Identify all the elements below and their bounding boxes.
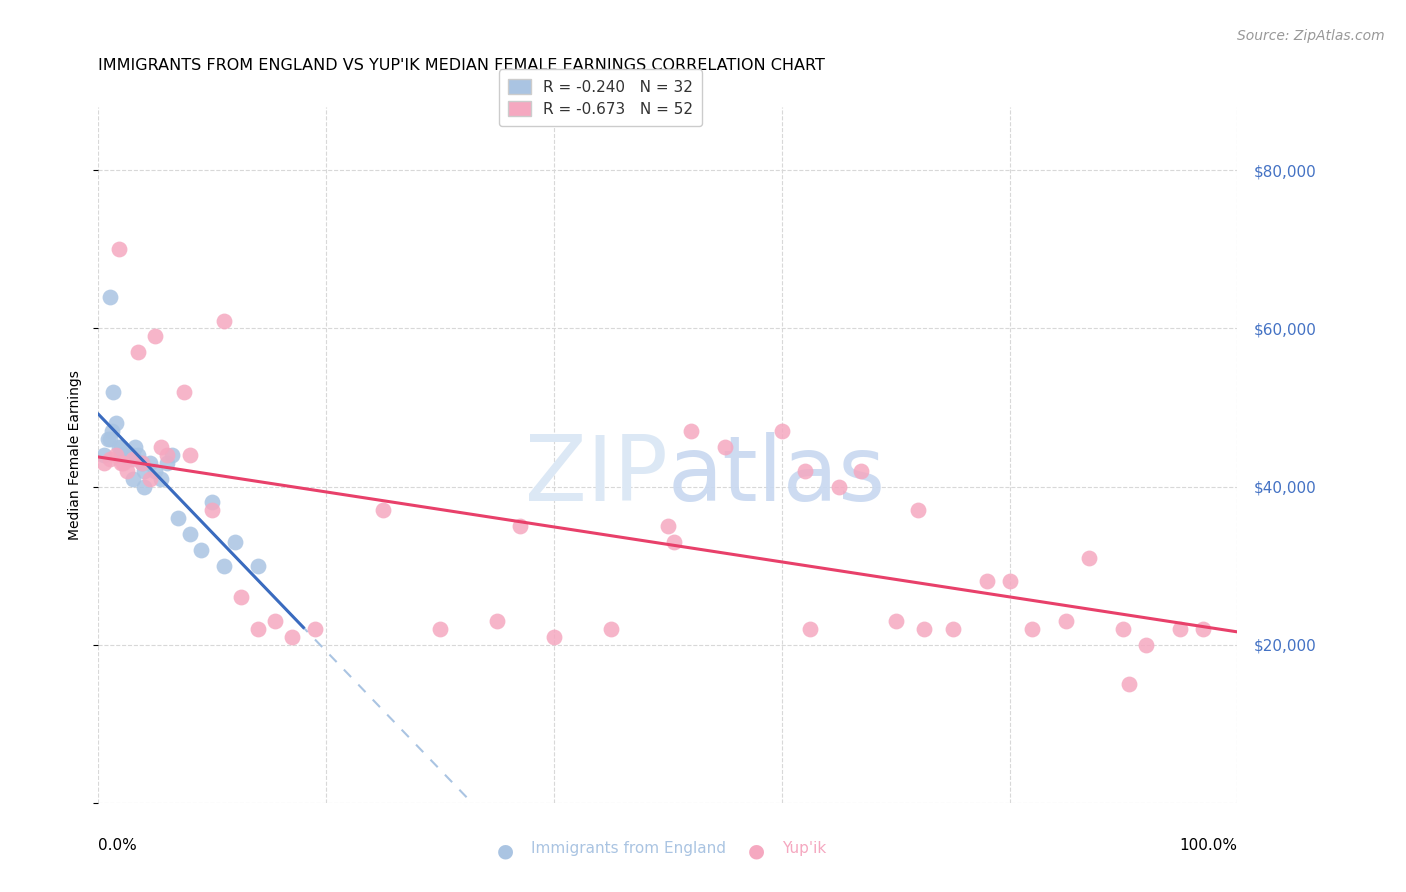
Text: atlas: atlas [668, 432, 886, 520]
Point [1118, 677, 1140, 691]
Point [101, 424, 124, 438]
Point [246, 622, 269, 636]
Point [104, 417, 127, 431]
Point [679, 424, 702, 438]
Point [229, 591, 252, 605]
Point [1078, 550, 1101, 565]
Point [543, 630, 565, 644]
Text: IMMIGRANTS FROM ENGLAND VS YUP'IK MEDIAN FEMALE EARNINGS CORRELATION CHART: IMMIGRANTS FROM ENGLAND VS YUP'IK MEDIAN… [98, 58, 825, 73]
Point [179, 527, 201, 541]
Point [121, 472, 143, 486]
Point [145, 464, 167, 478]
Point [115, 464, 138, 478]
Point [121, 448, 143, 462]
Point [662, 534, 685, 549]
Point [98, 451, 121, 466]
Point [600, 622, 623, 636]
Point [162, 448, 184, 462]
Point [138, 456, 160, 470]
Text: Immigrants from England: Immigrants from England [531, 841, 725, 856]
Point [98, 432, 121, 446]
Point [108, 243, 131, 257]
Point [1192, 622, 1215, 636]
Point [110, 456, 132, 470]
Point [127, 345, 149, 359]
Point [132, 479, 155, 493]
Point [371, 503, 394, 517]
Point [190, 542, 212, 557]
Point [124, 440, 146, 454]
Point [212, 313, 235, 327]
Point [224, 534, 246, 549]
Point [138, 472, 160, 486]
Point [942, 622, 965, 636]
Point [851, 464, 873, 478]
Point [770, 424, 793, 438]
Point [93, 456, 115, 470]
Point [429, 622, 451, 636]
Point [96, 432, 118, 446]
Point [281, 630, 304, 644]
Point [976, 574, 998, 589]
Point [112, 456, 135, 470]
Point [93, 448, 115, 462]
Point [98, 290, 121, 304]
Text: Yup'ik: Yup'ik [782, 841, 825, 856]
Legend: R = -0.240   N = 32, R = -0.673   N = 52: R = -0.240 N = 32, R = -0.673 N = 52 [499, 70, 703, 126]
Point [201, 495, 224, 509]
Point [179, 448, 201, 462]
Text: ZIP: ZIP [524, 432, 668, 520]
Point [657, 519, 679, 533]
Point [884, 614, 907, 628]
Point [1170, 622, 1192, 636]
Point [131, 456, 153, 470]
Point [131, 456, 153, 470]
Text: 0.0%: 0.0% [98, 838, 138, 853]
Text: 100.0%: 100.0% [1180, 838, 1237, 853]
Point [112, 448, 135, 462]
Point [509, 519, 531, 533]
Point [110, 440, 132, 454]
Point [150, 440, 173, 454]
Point [167, 511, 190, 525]
Point [799, 622, 821, 636]
Point [246, 558, 269, 573]
Point [150, 472, 173, 486]
Point [201, 503, 224, 517]
Point [115, 448, 138, 462]
Point [998, 574, 1021, 589]
Point [1112, 622, 1135, 636]
Text: ●: ● [498, 841, 515, 860]
Point [120, 451, 142, 466]
Point [264, 614, 287, 628]
Text: ●: ● [748, 841, 765, 860]
Point [1056, 614, 1078, 628]
Point [132, 464, 155, 478]
Point [103, 384, 125, 399]
Point [912, 622, 935, 636]
Point [156, 456, 179, 470]
Point [304, 622, 326, 636]
Point [104, 448, 127, 462]
Point [173, 384, 195, 399]
Point [714, 440, 737, 454]
Point [907, 503, 929, 517]
Point [828, 479, 851, 493]
Point [108, 440, 131, 454]
Point [145, 329, 167, 343]
Text: Source: ZipAtlas.com: Source: ZipAtlas.com [1237, 29, 1385, 43]
Y-axis label: Median Female Earnings: Median Female Earnings [69, 370, 83, 540]
Point [212, 558, 235, 573]
Point [110, 448, 132, 462]
Point [1021, 622, 1043, 636]
Point [127, 448, 149, 462]
Point [793, 464, 815, 478]
Point [486, 614, 509, 628]
Point [1135, 638, 1157, 652]
Point [121, 451, 143, 466]
Point [156, 448, 179, 462]
